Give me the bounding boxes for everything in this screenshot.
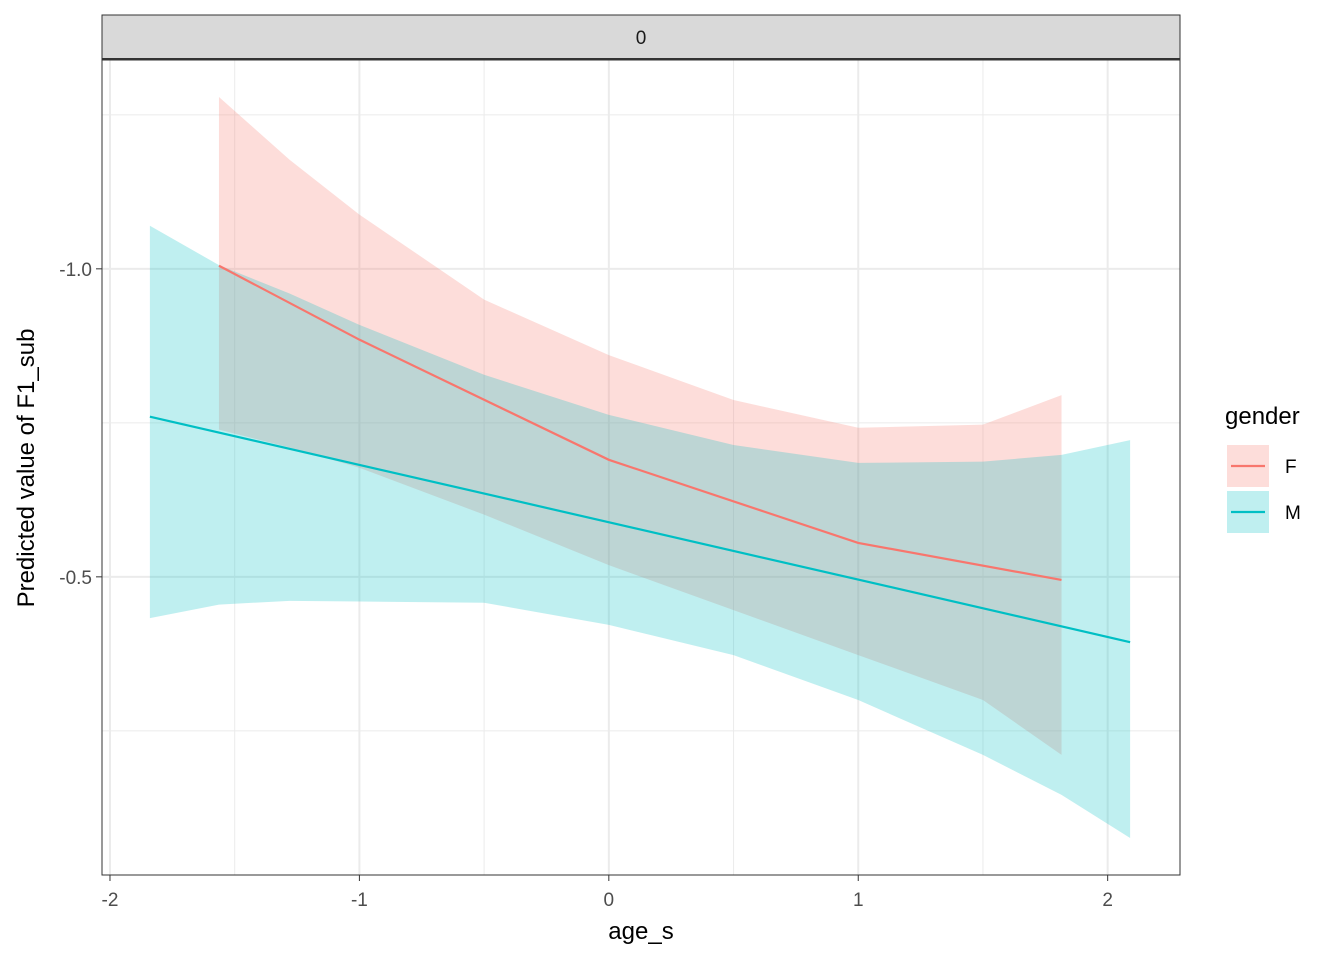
ribbon-M (149, 225, 1131, 839)
x-tick-label: 2 (1102, 890, 1113, 911)
line-M (149, 415, 1131, 644)
line-F (218, 264, 1062, 582)
ribbon-F (218, 96, 1062, 755)
x-tick-label: 0 (604, 890, 615, 911)
y-axis-label: Predicted value of F1_sub (13, 329, 40, 608)
x-tick-label: -1 (351, 890, 368, 911)
x-tick-label: -2 (102, 890, 119, 911)
facet-strip (101, 14, 1181, 60)
facet-label: 0 (636, 28, 647, 49)
legend-label-F: F (1285, 457, 1297, 478)
y-tick-label: -0.5 (59, 568, 92, 589)
legend-title: gender (1225, 403, 1300, 430)
panel-border (101, 59, 1181, 876)
legend-label-M: M (1285, 503, 1301, 524)
y-tick-label: -1.0 (59, 260, 92, 281)
x-tick-label: 1 (853, 890, 864, 911)
x-axis-label: age_s (608, 918, 673, 945)
